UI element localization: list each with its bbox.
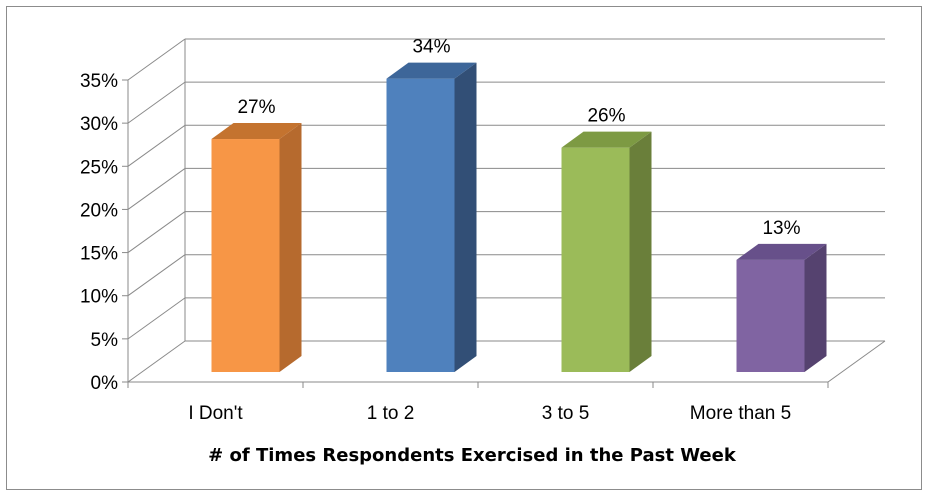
y-tick-label: 30%: [80, 114, 118, 135]
data-label: 13%: [762, 218, 800, 239]
bar: [386, 62, 477, 372]
gridline-side: [127, 340, 186, 383]
bar: [561, 131, 652, 372]
data-label: 27%: [237, 97, 275, 118]
gridline-side: [127, 254, 186, 297]
bar: [736, 243, 827, 372]
bar: [211, 123, 302, 373]
gridline-side: [127, 38, 186, 81]
bar-front-0: [211, 139, 280, 372]
bar-front-1: [386, 78, 455, 372]
gridline-side: [127, 297, 186, 340]
y-tick-label: 5%: [91, 330, 119, 351]
y-axis-ticks: 0% 5% 10% 15% 20% 25% 30% 35%: [80, 71, 118, 394]
data-labels: 27% 34% 26% 13%: [237, 37, 800, 239]
x-category-label: 3 to 5: [542, 403, 590, 424]
x-category-label: 1 to 2: [367, 403, 415, 424]
x-category-label: More than 5: [690, 403, 791, 424]
bar-front-3: [736, 259, 805, 372]
gridline-side: [127, 124, 186, 167]
y-tick-label: 10%: [80, 287, 118, 308]
bar-side-1: [454, 62, 477, 372]
bar-side-0: [279, 123, 302, 373]
floor-right-edge: [827, 340, 886, 383]
x-axis-title: # of Times Respondents Exercised in the …: [208, 445, 737, 466]
gridline-side: [127, 168, 186, 210]
x-category-label: I Don't: [188, 403, 243, 424]
gridline-side: [127, 211, 186, 253]
y-tick-label: 15%: [80, 244, 118, 265]
bar-front-2: [561, 147, 630, 372]
bar-side-2: [629, 131, 652, 372]
bar-top-0: [211, 123, 302, 140]
y-tick-label: 35%: [80, 71, 118, 92]
y-tick-label: 0%: [91, 373, 119, 394]
data-label: 26%: [587, 106, 625, 127]
bar-top-1: [386, 62, 477, 79]
y-tick-label: 20%: [80, 200, 118, 221]
x-axis-categories: I Don't 1 to 2 3 to 5 More than 5: [127, 382, 829, 424]
bars: [211, 62, 827, 373]
bar-side-3: [804, 243, 827, 372]
bar-top-3: [736, 243, 827, 260]
data-label: 34%: [412, 37, 450, 58]
gridline-side: [127, 81, 186, 124]
bar-top-2: [561, 131, 652, 148]
y-tick-label: 25%: [80, 157, 118, 178]
